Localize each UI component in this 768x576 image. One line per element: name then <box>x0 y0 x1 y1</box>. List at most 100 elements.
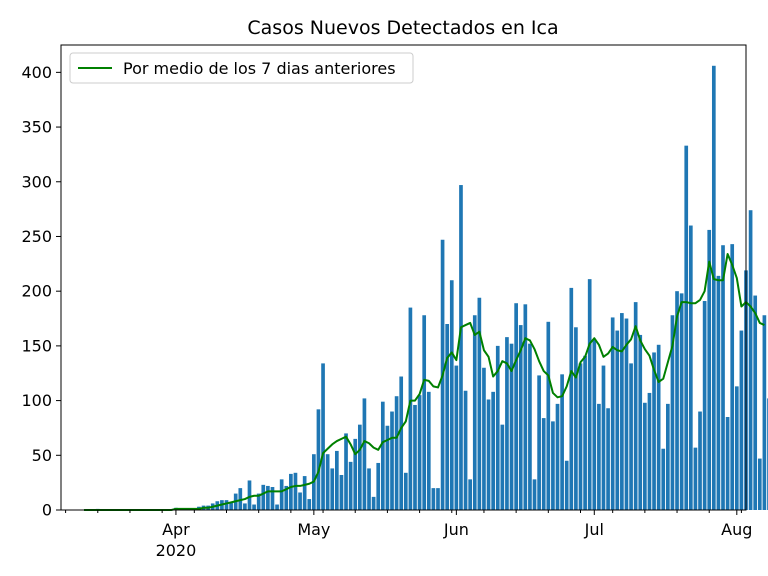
y-tick-label: 100 <box>21 391 52 410</box>
bar <box>399 376 404 510</box>
bar <box>238 488 243 510</box>
bar <box>693 447 698 510</box>
legend: Por medio de los 7 dias anteriores <box>69 52 414 84</box>
bar <box>597 403 601 510</box>
bar <box>606 408 610 510</box>
bar <box>362 398 367 510</box>
bar <box>624 318 629 510</box>
bar <box>463 390 468 510</box>
bar <box>509 343 514 510</box>
bar <box>620 313 624 510</box>
bar <box>666 403 670 510</box>
y-tick-label: 200 <box>21 282 52 301</box>
bar <box>546 321 551 510</box>
bar <box>468 479 472 510</box>
bar <box>247 480 252 510</box>
bar <box>477 297 482 510</box>
bar <box>316 409 321 510</box>
bar <box>459 185 463 511</box>
bar <box>261 484 266 510</box>
bar <box>500 424 505 510</box>
bar <box>757 458 762 510</box>
bar <box>495 345 500 510</box>
x-tick-sublabel: 2020 <box>156 541 197 560</box>
bar <box>564 460 569 510</box>
bar <box>266 485 270 510</box>
bar <box>302 476 307 510</box>
bar <box>229 502 233 510</box>
bar <box>243 503 247 510</box>
bar <box>454 365 459 510</box>
bar <box>698 411 702 510</box>
y-tick-label: 50 <box>32 446 52 465</box>
bar <box>638 334 643 510</box>
bar <box>643 402 647 510</box>
bar <box>537 375 541 510</box>
bar <box>615 330 620 510</box>
y-tick-label: 150 <box>21 336 52 355</box>
bar <box>491 391 495 510</box>
bar <box>652 352 656 510</box>
bar <box>560 374 564 510</box>
bar <box>330 468 335 510</box>
bar <box>472 315 477 510</box>
series-line <box>83 252 765 511</box>
y-tick-label: 400 <box>21 63 52 82</box>
bar <box>721 245 725 510</box>
bar <box>514 303 518 510</box>
bar <box>482 367 486 510</box>
bar <box>739 330 744 510</box>
bar <box>518 325 523 510</box>
y-tick-label: 250 <box>21 227 52 246</box>
bar <box>716 275 721 510</box>
x-axis: Apr 2020 May Jun Jul Aug <box>65 510 752 560</box>
bar <box>252 504 256 510</box>
bar <box>376 462 381 510</box>
bar <box>344 433 348 510</box>
y-axis: 0 50 100 150 200 250 300 350 400 <box>21 63 61 520</box>
y-tick-label: 350 <box>21 118 52 137</box>
y-tick-label: 0 <box>42 501 52 520</box>
bar <box>284 485 289 510</box>
bar <box>688 225 693 510</box>
bar <box>426 391 431 510</box>
bar <box>408 307 413 510</box>
bar <box>380 401 385 510</box>
bar <box>702 301 707 510</box>
bar <box>656 344 661 510</box>
bar <box>385 425 390 510</box>
bar <box>748 210 753 510</box>
bar <box>670 315 675 510</box>
bar <box>289 473 293 510</box>
bar <box>390 411 394 510</box>
bar <box>532 479 537 510</box>
bar <box>371 496 376 510</box>
bar <box>394 396 399 510</box>
x-tick-label: Jul <box>584 520 604 539</box>
line-layer <box>83 252 765 511</box>
x-tick-label: May <box>297 520 330 539</box>
bar <box>348 461 353 510</box>
bar <box>505 337 509 510</box>
bar <box>528 343 532 510</box>
bar <box>298 492 302 510</box>
bar <box>583 355 587 510</box>
x-tick-label: Apr <box>162 520 190 539</box>
plot-frame <box>60 44 747 511</box>
bar <box>436 488 440 510</box>
bar <box>224 500 229 510</box>
bar <box>725 417 730 510</box>
bar <box>753 295 758 510</box>
bar <box>684 145 689 510</box>
bar <box>270 487 275 510</box>
bar <box>711 65 716 510</box>
bar <box>325 454 330 510</box>
bar <box>422 315 427 510</box>
bar <box>661 448 666 510</box>
bar <box>523 304 528 510</box>
bar <box>541 418 546 510</box>
bar <box>555 403 560 510</box>
bar <box>610 317 615 510</box>
x-tick-label: Aug <box>721 520 752 539</box>
bar <box>445 324 450 510</box>
